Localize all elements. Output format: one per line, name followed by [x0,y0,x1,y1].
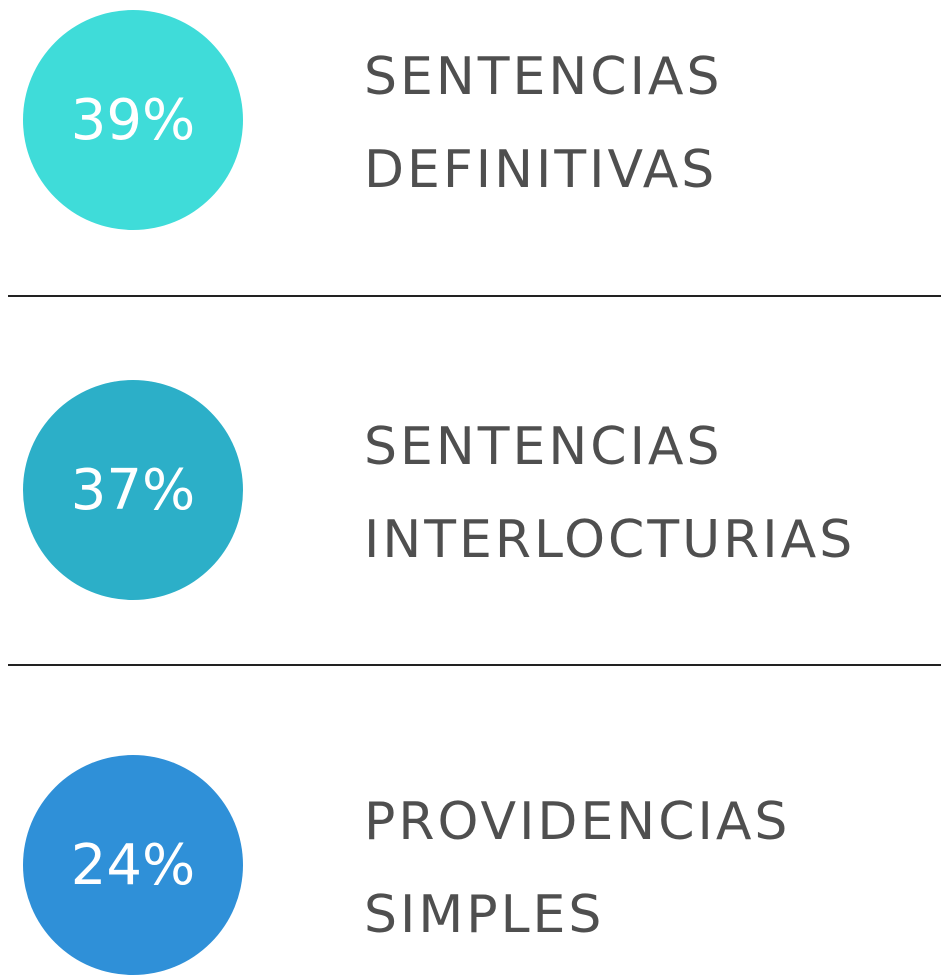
item-label: DEFINITIVAS [364,140,717,200]
item-label: SENTENCIAS [364,47,723,107]
item-label: INTERLOCTURIAS [364,510,855,570]
percent-circle [23,380,243,600]
percent-value: 24% [71,833,195,898]
item-label: SIMPLES [364,885,604,945]
item-label: SENTENCIAS [364,417,723,477]
percent-circle [23,10,243,230]
percent-value: 37% [71,458,195,523]
item-label: PROVIDENCIAS [364,792,790,852]
percent-value: 39% [71,88,195,153]
percent-circle [23,755,243,975]
